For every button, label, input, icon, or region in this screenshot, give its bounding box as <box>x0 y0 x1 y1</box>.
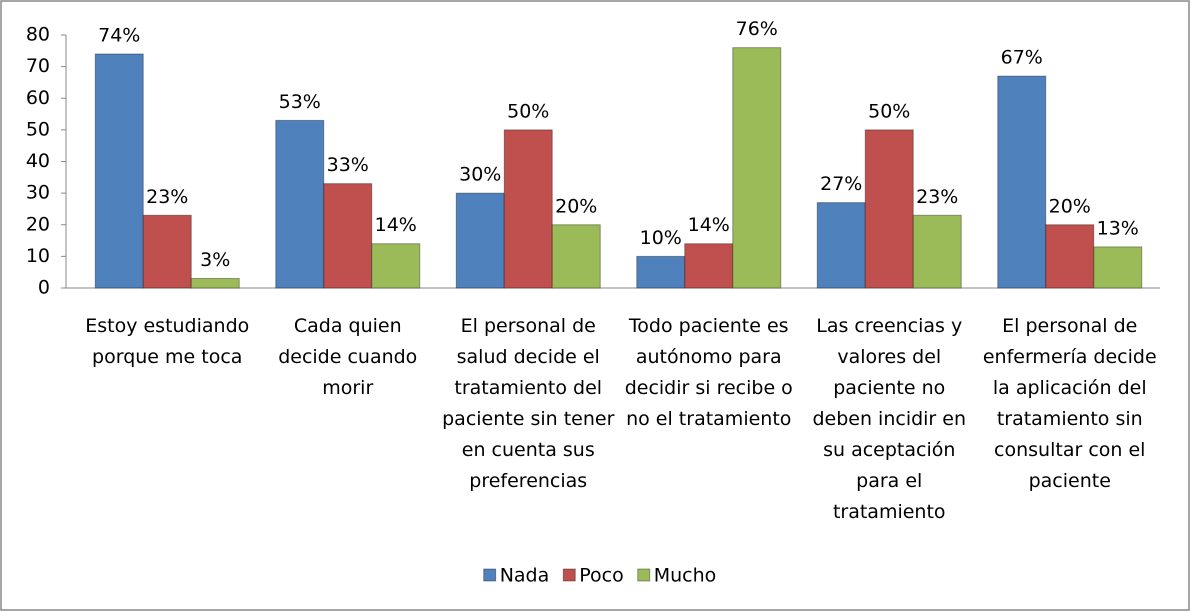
value-label: 20% <box>1049 195 1091 217</box>
legend-swatch <box>637 568 651 582</box>
bar <box>142 214 192 289</box>
value-label: 53% <box>279 91 321 113</box>
x-tick-label: Cada quien decide cuando morir <box>278 315 418 399</box>
y-tick-label: 40 <box>26 150 50 172</box>
bar <box>912 214 962 289</box>
value-label: 3% <box>200 249 230 271</box>
value-label: 13% <box>1097 217 1139 239</box>
value-label: 10% <box>640 227 682 249</box>
bar <box>997 75 1047 289</box>
value-label: 76% <box>736 18 778 40</box>
legend-label: Mucho <box>654 565 717 587</box>
value-label: 67% <box>1001 47 1043 69</box>
value-label: 50% <box>507 100 549 122</box>
bar <box>503 129 553 289</box>
value-label: 50% <box>868 100 910 122</box>
y-tick-label: 60 <box>26 87 50 109</box>
bar <box>275 119 325 289</box>
bar <box>551 224 601 289</box>
x-tick-label: Todo paciente es autónomo para decidir s… <box>624 315 793 430</box>
value-label: 23% <box>146 186 188 208</box>
legend-label: Poco <box>579 565 623 587</box>
bar <box>636 255 686 289</box>
y-tick-label: 80 <box>26 24 50 46</box>
y-tick-label: 70 <box>26 55 50 77</box>
bar <box>732 47 782 289</box>
value-label: 74% <box>98 24 140 46</box>
value-label: 23% <box>916 186 958 208</box>
y-tick-label: 50 <box>26 118 50 140</box>
value-label: 33% <box>327 154 369 176</box>
bar <box>94 53 144 289</box>
x-tick-label: El personal de enfermería decide la apli… <box>982 315 1157 492</box>
bar <box>455 192 505 289</box>
x-tick-label: Las creencias y valores del paciente no … <box>812 315 967 523</box>
bar <box>684 243 734 289</box>
value-label: 14% <box>375 214 417 236</box>
x-tick-label: Estoy estudiando porque me toca <box>85 315 250 368</box>
legend-swatch <box>562 568 576 582</box>
bar <box>864 129 914 289</box>
bar <box>371 243 421 289</box>
bar <box>1045 224 1095 289</box>
bar <box>816 202 866 289</box>
bar <box>323 183 373 289</box>
bar <box>190 278 240 289</box>
y-tick-label: 30 <box>26 182 50 204</box>
value-label: 27% <box>820 173 862 195</box>
legend-swatch <box>483 568 497 582</box>
y-tick-label: 0 <box>38 277 50 299</box>
y-tick-label: 20 <box>26 213 50 235</box>
x-tick-label: El personal de salud decide el tratamien… <box>442 315 615 492</box>
value-label: 14% <box>688 214 730 236</box>
legend-label: Nada <box>500 565 550 587</box>
value-label: 20% <box>555 195 597 217</box>
value-label: 30% <box>459 164 501 186</box>
bar <box>1093 246 1143 289</box>
y-tick-label: 10 <box>26 245 50 267</box>
